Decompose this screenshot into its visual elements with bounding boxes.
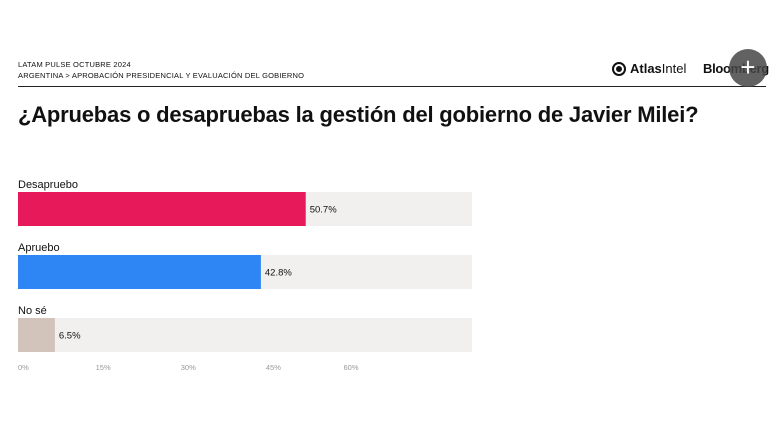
value-label: 6.5% (59, 331, 81, 342)
category-label: Apruebo (18, 242, 60, 254)
value-label: 42.8% (265, 268, 292, 279)
atlasintel-logo: AtlasIntel (612, 61, 686, 76)
breadcrumb: ARGENTINA > APROBACIÓN PRESIDENCIAL Y EV… (18, 71, 305, 80)
x-tick-label: 45% (266, 363, 281, 372)
x-tick-label: 60% (343, 363, 358, 372)
survey-name: LATAM PULSE OCTUBRE 2024 (18, 60, 131, 69)
value-label: 50.7% (310, 205, 337, 216)
x-tick-label: 15% (96, 363, 111, 372)
bar-track (18, 318, 472, 352)
x-tick-label: 0% (18, 363, 29, 372)
bar[interactable] (18, 192, 306, 226)
bar[interactable] (18, 318, 55, 352)
x-tick-label: 30% (181, 363, 196, 372)
bar[interactable] (18, 255, 261, 289)
category-label: No sé (18, 305, 47, 317)
category-label: Desapruebo (18, 179, 78, 191)
plus-icon[interactable]: + (729, 49, 767, 87)
chart-title: ¿Apruebas o desapruebas la gestión del g… (18, 102, 699, 127)
header-divider (18, 86, 766, 87)
atlasintel-logo-icon (612, 61, 626, 76)
